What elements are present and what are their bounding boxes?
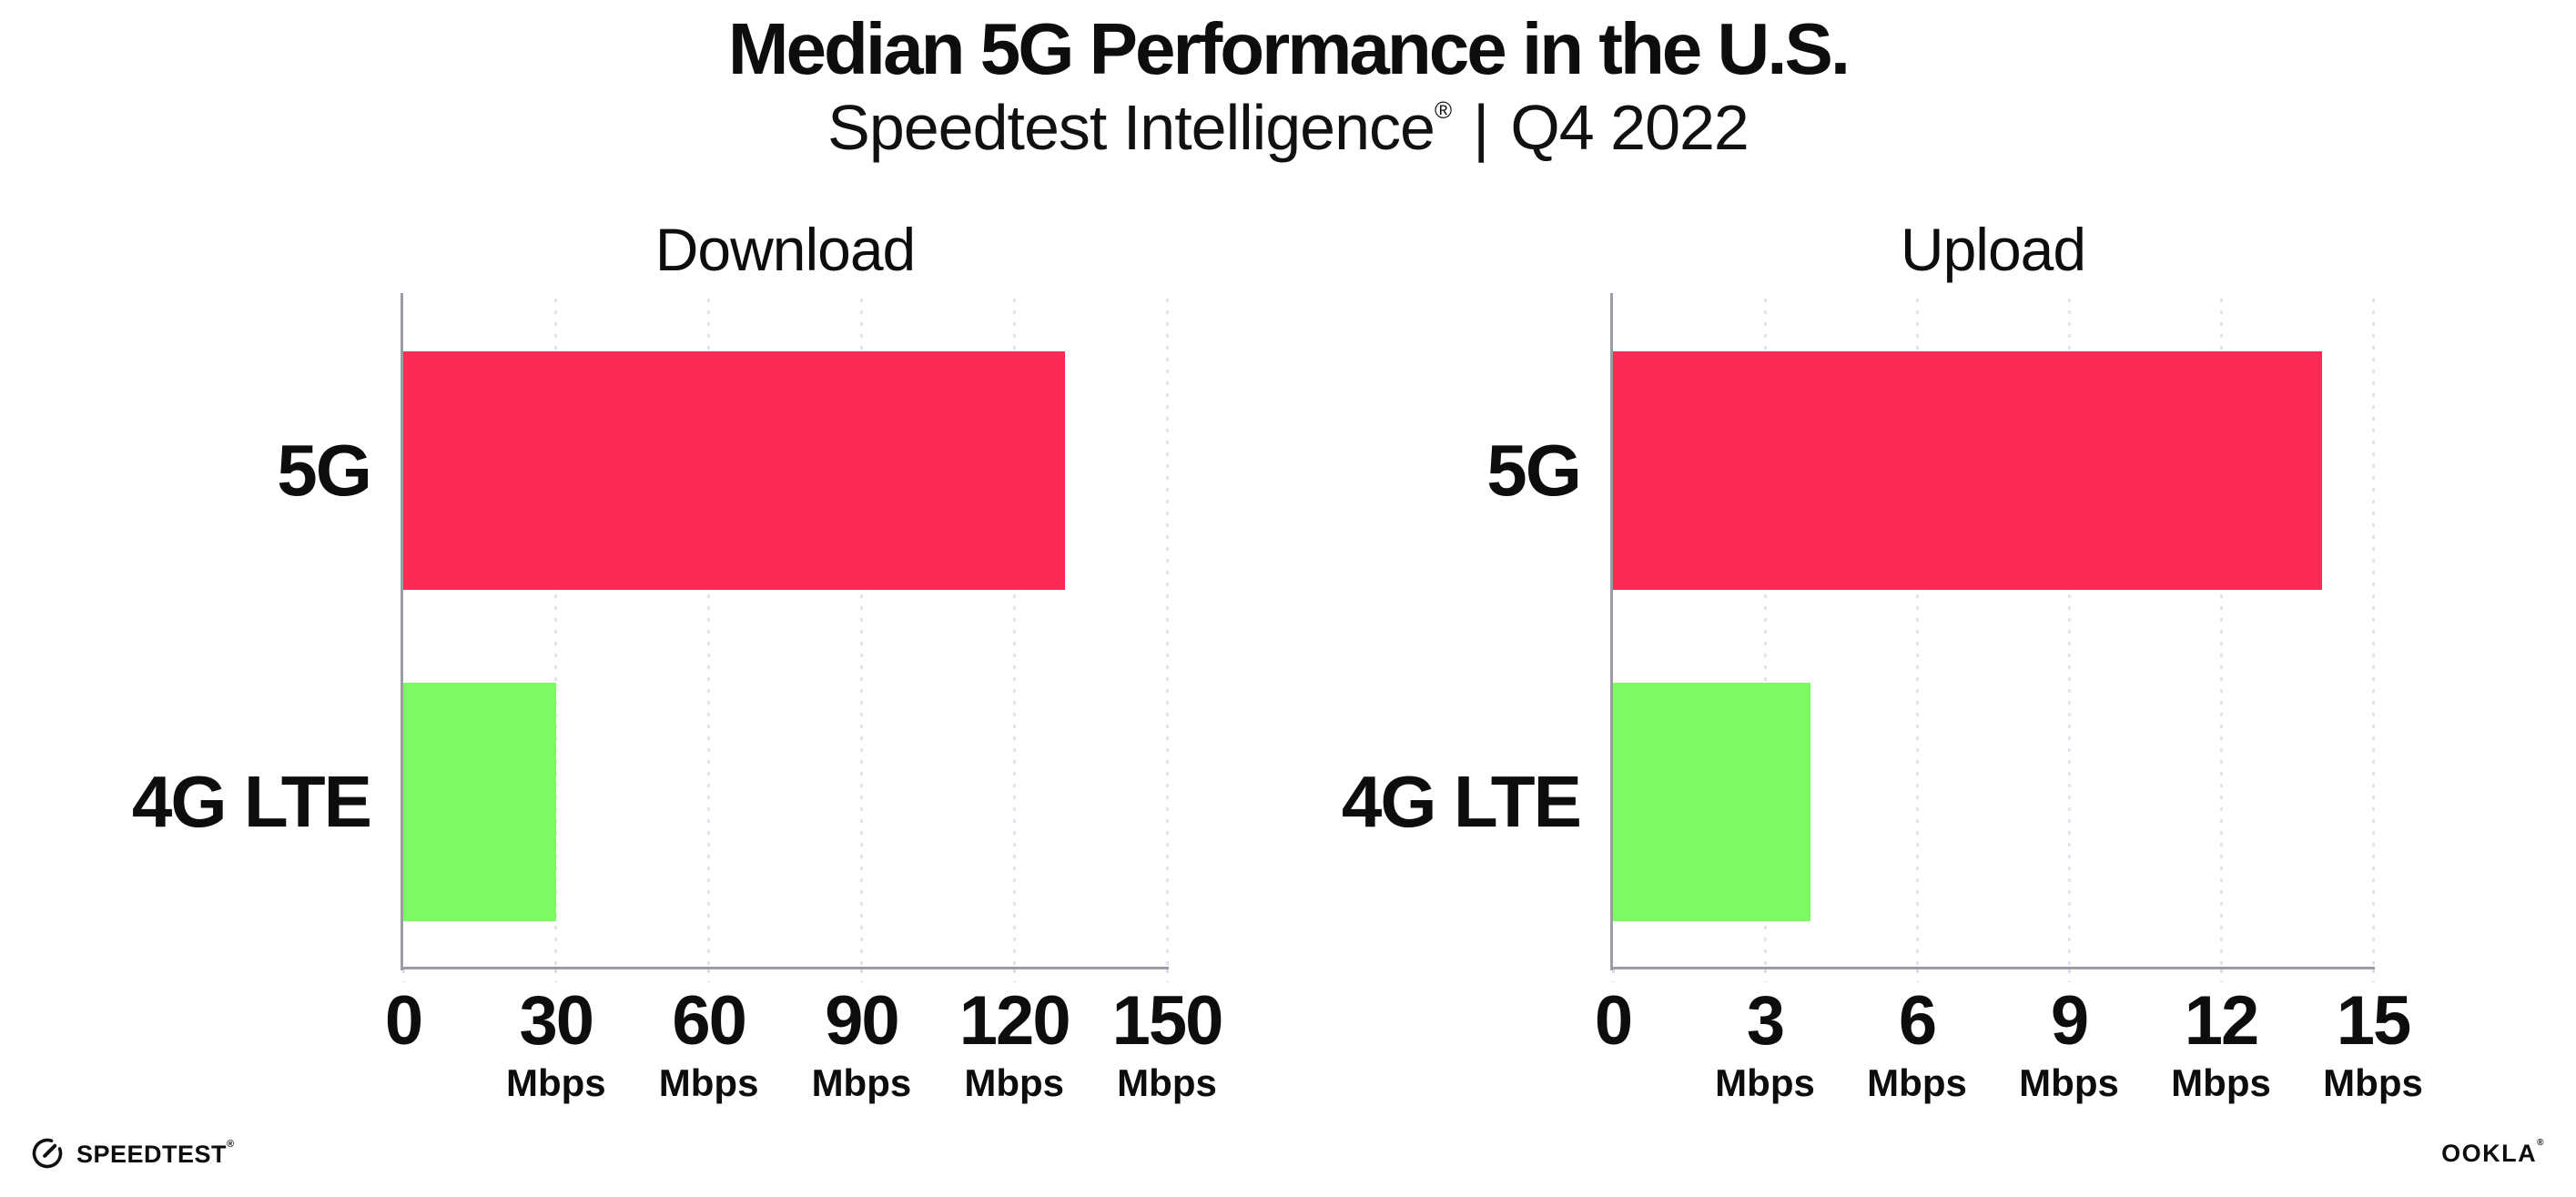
speedtest-wordmark-text: SPEEDTEST [76,1141,228,1168]
tick-label-15: 15 [2336,982,2412,1060]
tick-label-0: 0 [1594,982,1633,1060]
gridline-30 [554,299,558,967]
tick-unit-label: Mbps [1867,1061,1967,1104]
bar-4g-lte-upload [1613,682,1811,921]
bar-5g-download [403,351,1066,591]
axis-tick-150 [1165,969,1169,982]
ookla-registered-mark: ® [2537,1138,2545,1148]
y-axis-download [401,293,403,970]
gridline-90 [859,299,863,967]
subtitle-separator: | [1473,92,1489,163]
axis-tick-60 [707,969,711,982]
axis-tick-12 [2219,969,2223,982]
speedtest-wordmark: SPEEDTEST® [76,1139,235,1169]
tick-label-0: 0 [384,982,423,1060]
tick-unit-label: Mbps [964,1061,1065,1104]
bar-5g-upload [1613,351,2323,591]
bar-4g-lte-download [403,682,556,921]
tick-unit-label: Mbps [658,1061,759,1104]
tick-unit-label: Mbps [505,1061,606,1104]
gridline-150 [1165,299,1169,967]
speedtest-logo: SPEEDTEST® [29,1134,235,1175]
axis-tick-3 [1763,969,1767,982]
tick-label-12: 12 [2184,982,2260,1060]
gridline-15 [2371,299,2375,967]
tick-label-120: 120 [958,982,1071,1060]
gridline-9 [2067,299,2071,967]
tick-label-60: 60 [672,982,747,1060]
subtitle-period: Q4 2022 [1510,92,1749,163]
tick-label-6: 6 [1898,982,1937,1060]
gridline-12 [2219,299,2223,967]
tick-unit-label: Mbps [811,1061,912,1104]
gridline-6 [1915,299,1919,967]
y-axis-upload [1610,293,1613,970]
axis-tick-9 [2067,969,2071,982]
row-label-4g-lte-download: 4G LTE [131,760,372,842]
row-label-4g-lte-upload: 4G LTE [1341,760,1582,842]
axis-tick-30 [554,969,558,982]
figure-title: Median 5G Performance in the U.S. [727,8,1851,89]
gridline-60 [707,299,711,967]
axis-tick-15 [2371,969,2375,982]
ookla-logo: OOKLA® [2441,1138,2545,1168]
tick-unit-label: Mbps [2323,1061,2423,1104]
axis-tick-90 [859,969,863,982]
gauge-icon [29,1134,66,1175]
x-axis-download [403,967,1169,969]
tick-unit-label: Mbps [2171,1061,2271,1104]
tick-label-150: 150 [1111,982,1224,1060]
tick-label-90: 90 [825,982,900,1060]
gridline-120 [1012,299,1016,967]
tick-label-3: 3 [1746,982,1785,1060]
row-label-5g-download: 5G [277,430,372,512]
speedtest-registered-mark: ® [227,1139,235,1150]
chart-title-download: Download [654,216,917,283]
tick-unit-label: Mbps [1715,1061,1815,1104]
tick-label-9: 9 [2050,982,2089,1060]
axis-tick-6 [1915,969,1919,982]
subtitle-brand: Speedtest Intelligence [827,92,1435,163]
tick-label-30: 30 [519,982,595,1060]
registered-mark: ® [1434,96,1452,124]
chart-title-upload: Upload [1900,216,2086,283]
tick-unit-label: Mbps [2019,1061,2119,1104]
axis-tick-0 [1611,969,1615,982]
axis-tick-0 [401,969,405,982]
figure-subtitle: Speedtest Intelligence® | Q4 2022 [0,91,2576,164]
row-label-5g-upload: 5G [1486,430,1582,512]
ookla-wordmark-text: OOKLA [2441,1140,2538,1167]
gridline-3 [1763,299,1767,967]
x-axis-upload [1613,967,2375,969]
axis-tick-120 [1012,969,1016,982]
tick-unit-label: Mbps [1117,1061,1217,1104]
